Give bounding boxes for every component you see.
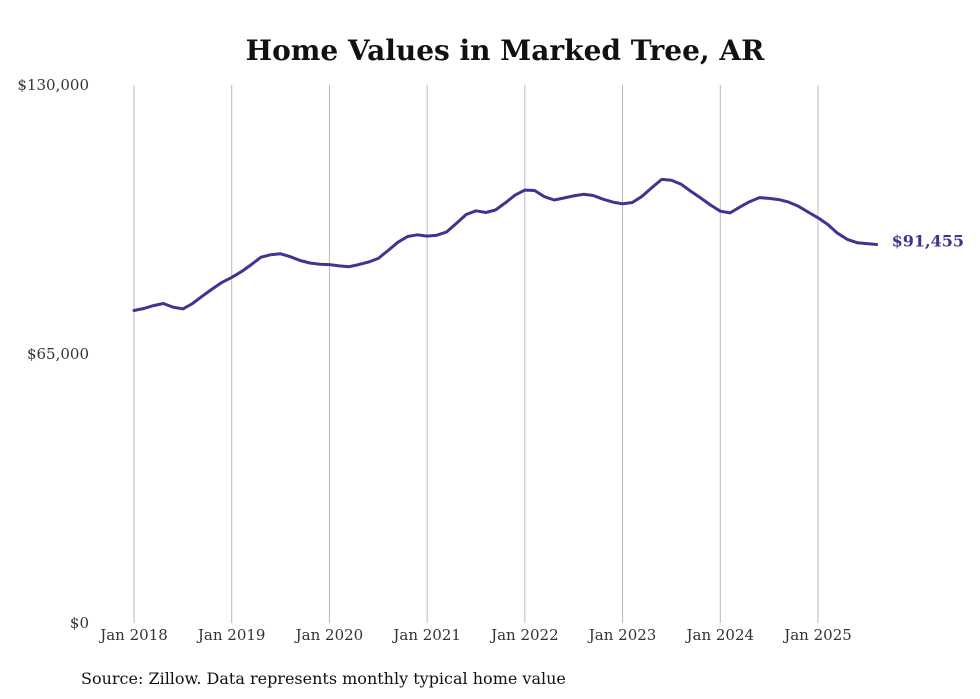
y-axis-ticks: $0 $65,000 $130,000 — [17, 76, 89, 632]
x-tick-label: Jan 2020 — [294, 626, 364, 644]
x-tick-label: Jan 2023 — [587, 626, 657, 644]
x-tick-label: Jan 2024 — [685, 626, 755, 644]
y-tick-label: $0 — [70, 614, 89, 632]
x-tick-label: Jan 2025 — [782, 626, 852, 644]
x-tick-label: Jan 2019 — [196, 626, 266, 644]
end-value-label: $91,455 — [892, 232, 964, 251]
gridlines — [133, 85, 819, 623]
source-note: Source: Zillow. Data represents monthly … — [81, 669, 566, 688]
x-tick-label: Jan 2021 — [391, 626, 461, 644]
x-axis-ticks: Jan 2018 Jan 2019 Jan 2020 Jan 2021 Jan 2022… — [98, 626, 852, 644]
x-tick-label: Jan 2018 — [98, 626, 168, 644]
y-tick-label: $65,000 — [27, 345, 89, 363]
home-value-line — [132, 177, 879, 312]
chart-title: Home Values in Marked Tree, AR — [246, 34, 766, 67]
x-tick-label: Jan 2022 — [489, 626, 559, 644]
y-tick-label: $130,000 — [17, 76, 89, 94]
